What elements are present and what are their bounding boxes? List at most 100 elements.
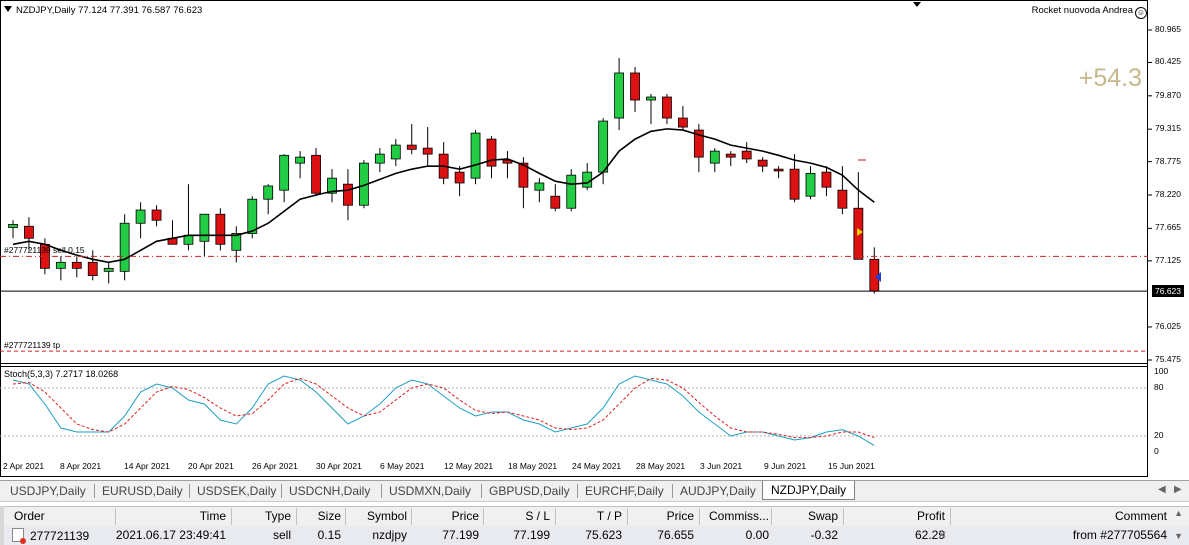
cell-sl[interactable]: 77.199	[513, 528, 550, 542]
header-comment[interactable]: Comment	[1114, 509, 1167, 523]
bear-candle[interactable]	[630, 72, 640, 101]
bear-candle[interactable]	[215, 213, 226, 245]
stoch-tick: 0	[1154, 446, 1159, 456]
close-order-icon[interactable]: ✕	[937, 528, 948, 542]
bull-candle[interactable]	[263, 185, 274, 200]
tab-usdsek[interactable]: USDSEK,Daily	[197, 484, 277, 498]
tab-eurusd[interactable]: EURUSD,Daily	[102, 484, 183, 498]
date-tick: 8 Apr 2021	[60, 461, 102, 471]
header-size[interactable]: Size	[317, 509, 341, 523]
bear-candle[interactable]	[406, 144, 417, 150]
bear-candle[interactable]	[518, 162, 529, 188]
date-tick: 20 Apr 2021	[188, 461, 234, 471]
bear-candle[interactable]	[757, 159, 768, 167]
bull-candle[interactable]	[279, 154, 290, 191]
tab-usdjpy[interactable]: USDJPY,Daily	[10, 484, 86, 498]
bull-candle[interactable]	[709, 150, 720, 164]
header-commission[interactable]: Commiss...	[709, 509, 769, 523]
bull-candle[interactable]	[390, 144, 401, 160]
price-tick: 79.315	[1155, 123, 1181, 134]
header-type[interactable]: Type	[264, 509, 291, 523]
bull-candle[interactable]	[534, 182, 545, 191]
bear-candle[interactable]	[741, 150, 752, 160]
cell-profit: 62.29	[914, 528, 945, 542]
bear-candle[interactable]	[678, 117, 688, 128]
bear-candle[interactable]	[311, 154, 321, 194]
bear-candle[interactable]	[151, 209, 162, 221]
bull-candle[interactable]	[135, 209, 146, 224]
bull-candle[interactable]	[598, 120, 609, 173]
price-tick: 75.475	[1155, 354, 1181, 364]
bear-candle[interactable]	[502, 159, 513, 164]
scroll-down-icon[interactable]: ▼	[1174, 531, 1183, 541]
tab-scroll-left-icon[interactable]: ◀	[1158, 484, 1166, 495]
bear-candle[interactable]	[343, 183, 353, 206]
tab-separator	[281, 484, 282, 498]
bull-candle[interactable]	[646, 96, 656, 101]
date-tick: 30 Apr 2021	[316, 461, 362, 471]
header-swap[interactable]: Swap	[807, 509, 838, 523]
candles	[8, 57, 880, 294]
bull-candle[interactable]	[614, 72, 624, 119]
bull-candle[interactable]	[119, 222, 130, 272]
bear-candle[interactable]	[821, 171, 832, 188]
tab-usdcnh[interactable]: USDCNH,Daily	[289, 484, 371, 498]
bull-candle[interactable]	[8, 224, 18, 228]
tab-gbpusd[interactable]: GBPUSD,Daily	[489, 484, 570, 498]
bull-candle[interactable]	[327, 177, 337, 194]
bear-candle[interactable]	[550, 195, 561, 209]
header-symbol[interactable]: Symbol	[366, 509, 407, 523]
header-sl[interactable]: S / L	[525, 509, 550, 523]
bull-candle[interactable]	[247, 198, 258, 234]
header-time[interactable]: Time	[199, 509, 226, 523]
price-tick: 80.965	[1155, 24, 1181, 34]
expert-advisor-label[interactable]: Rocket nuovoda Andrea ☺	[1032, 5, 1147, 19]
table-row[interactable]: 277721139 2021.06.17 23:49:41 sell 0.15 …	[0, 526, 1189, 545]
bear-candle[interactable]	[725, 153, 736, 158]
date-tick: 15 Jun 2021	[828, 461, 875, 471]
header-current-price[interactable]: Price	[666, 509, 694, 523]
bear-candle[interactable]	[71, 261, 82, 269]
bear-candle[interactable]	[693, 129, 704, 158]
smiley-icon[interactable]: ☺	[1135, 7, 1147, 19]
bull-candle[interactable]	[231, 233, 242, 251]
bull-candle[interactable]	[55, 261, 66, 269]
bull-candle[interactable]	[199, 213, 210, 242]
tab-scroll-right-icon[interactable]: ▶	[1174, 484, 1182, 495]
trade-arrow-icon	[857, 228, 863, 236]
bull-candle[interactable]	[295, 156, 306, 164]
bear-candle[interactable]	[454, 171, 465, 184]
scroll-up-icon[interactable]: ▲	[1174, 508, 1183, 518]
trade-close-arrow-icon	[875, 272, 881, 282]
chart-area[interactable]: NZDJPY,Daily 77.124 77.391 76.587 76.623…	[0, 0, 1189, 477]
bull-candle[interactable]	[103, 267, 114, 272]
header-profit[interactable]: Profit	[916, 509, 945, 523]
chart-canvas[interactable]	[0, 0, 1189, 477]
bull-candle[interactable]	[805, 172, 816, 197]
tab-usdmxn[interactable]: USDMXN,Daily	[389, 484, 472, 498]
bear-candle[interactable]	[87, 261, 98, 276]
date-tick: 2 Apr 2021	[3, 461, 45, 471]
dropdown-arrow-icon[interactable]	[4, 6, 12, 12]
cell-tp[interactable]: 75.623	[585, 528, 622, 542]
tab-audjpy[interactable]: AUDJPY,Daily	[680, 484, 756, 498]
bull-candle[interactable]	[582, 171, 593, 188]
header-tp[interactable]: T / P	[596, 509, 622, 523]
stoch-tick: 80	[1154, 382, 1164, 392]
bear-candle[interactable]	[422, 147, 433, 155]
bear-candle[interactable]	[662, 96, 672, 119]
bull-candle[interactable]	[470, 132, 481, 179]
bull-candle[interactable]	[566, 174, 577, 209]
header-price[interactable]: Price	[451, 509, 479, 523]
header-order[interactable]: Order	[14, 509, 45, 523]
bear-candle[interactable]	[837, 189, 848, 209]
tab-eurchf[interactable]: EURCHF,Daily	[585, 484, 664, 498]
cell-time: 2021.06.17 23:49:41	[115, 528, 226, 542]
bear-candle[interactable]	[773, 168, 784, 172]
bull-candle[interactable]	[374, 153, 385, 164]
bear-candle[interactable]	[24, 225, 34, 239]
bear-candle[interactable]	[789, 168, 800, 200]
bear-candle[interactable]	[486, 138, 497, 167]
tab-nzdjpy[interactable]: NZDJPY,Daily	[762, 481, 856, 500]
order-number: 277721139	[30, 529, 90, 543]
